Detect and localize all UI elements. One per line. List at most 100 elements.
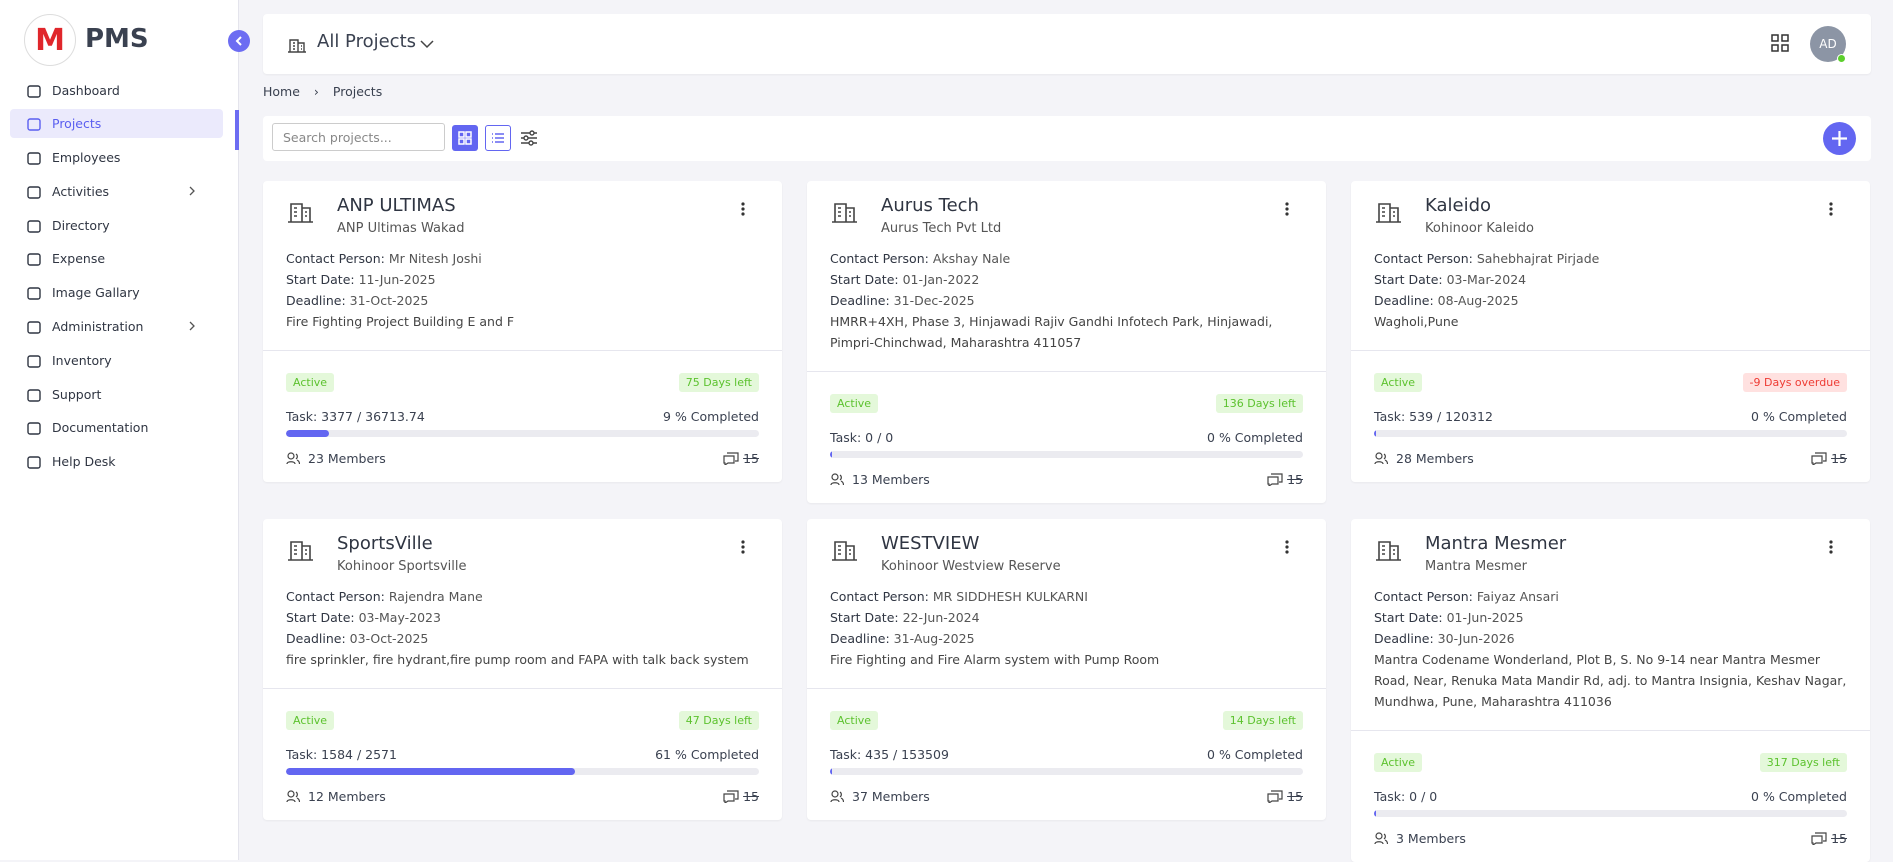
comments[interactable]: 15 xyxy=(1267,472,1303,488)
task-count: Task: 1584 / 2571 xyxy=(286,747,397,762)
detail-line: Contact Person: Rajendra Mane xyxy=(286,586,759,607)
task-count: Task: 0 / 0 xyxy=(1374,789,1438,804)
nav-label: Administration xyxy=(52,319,144,334)
status-badge: Active xyxy=(830,711,879,730)
submenu-chevron xyxy=(171,184,207,199)
nav-item[interactable]: Directory xyxy=(10,211,223,240)
detail-value: Mr Nitesh Joshi xyxy=(388,251,482,266)
members-row: 37 Members 15 xyxy=(830,789,1303,805)
more-menu[interactable] xyxy=(1828,539,1834,558)
members[interactable]: 28 Members xyxy=(1374,451,1474,466)
nav-item[interactable]: Support xyxy=(10,380,223,409)
company-name: Mantra Mesmer xyxy=(1425,559,1527,574)
status-row: Active 47 Days left xyxy=(286,711,759,730)
detail-label: Start Date: xyxy=(830,272,899,287)
project-card: Mantra Mesmer Mantra Mesmer Contact Person… xyxy=(1351,519,1870,862)
task-row: Task: 3377 / 36713.74 9 % Completed xyxy=(286,409,759,424)
detail-value: 03-Mar-2024 xyxy=(1446,272,1527,287)
title-block: WESTVIEW Kohinoor Westview Reserve xyxy=(881,531,1061,574)
project-name[interactable]: Aurus Tech xyxy=(881,195,979,216)
comments[interactable]: 15 xyxy=(1811,831,1847,847)
filter-button[interactable] xyxy=(519,128,539,148)
comments-count: 15 xyxy=(1287,789,1303,804)
members[interactable]: 37 Members xyxy=(830,789,930,804)
detail-line: Contact Person: MR SIDDHESH KULKARNI xyxy=(830,586,1303,607)
nav-label: Dashboard xyxy=(52,83,120,98)
nav-label: Documentation xyxy=(52,420,149,435)
nav-item[interactable]: Employees xyxy=(10,143,223,172)
nav-item[interactable]: Documentation xyxy=(10,413,223,442)
apps-icon[interactable] xyxy=(1771,34,1789,52)
detail-value: 31-Aug-2025 xyxy=(893,631,975,646)
detail-value: 03-May-2023 xyxy=(358,610,441,625)
status-badge: Active xyxy=(1374,373,1423,392)
project-name[interactable]: SportsVille xyxy=(337,533,433,554)
nav-item[interactable]: Administration xyxy=(10,312,223,341)
more-menu[interactable] xyxy=(740,201,746,220)
add-project-button[interactable] xyxy=(1823,122,1856,155)
status-row: Active 317 Days left xyxy=(1374,753,1847,772)
detail-value: MR SIDDHESH KULKARNI xyxy=(932,589,1088,604)
list-view-button[interactable] xyxy=(485,125,511,151)
comments[interactable]: 15 xyxy=(723,451,759,467)
more-menu[interactable] xyxy=(1828,201,1834,220)
detail-label: Start Date: xyxy=(286,610,355,625)
detail-line: Deadline: 31-Dec-2025 xyxy=(830,290,1303,311)
nav-item[interactable]: Image Gallary xyxy=(10,278,223,307)
page-title[interactable]: All Projects xyxy=(317,31,416,52)
submenu-chevron xyxy=(171,319,207,334)
project-icon xyxy=(830,533,860,566)
comments-count: 15 xyxy=(1831,451,1847,466)
more-menu[interactable] xyxy=(740,539,746,558)
detail-line: Contact Person: Mr Nitesh Joshi xyxy=(286,248,759,269)
card-footer: Active -9 Days overdue Task: 539 / 120312 0… xyxy=(1351,351,1870,482)
project-icon xyxy=(1374,195,1404,228)
dropdown-icon[interactable] xyxy=(419,36,435,52)
comments[interactable]: 15 xyxy=(1811,451,1847,467)
detail-label: Contact Person: xyxy=(830,251,929,266)
search-input[interactable]: Search projects... xyxy=(272,123,445,151)
card-header: ANP ULTIMAS ANP Ultimas Wakad xyxy=(286,193,759,236)
progress-track xyxy=(286,768,759,775)
company-name: Kohinoor Westview Reserve xyxy=(881,559,1061,574)
more-menu[interactable] xyxy=(1284,201,1290,220)
nav-item[interactable]: Projects xyxy=(10,109,223,138)
members[interactable]: 12 Members xyxy=(286,789,386,804)
avatar[interactable]: AD xyxy=(1810,26,1846,62)
comments[interactable]: 15 xyxy=(1267,789,1303,805)
project-name[interactable]: ANP ULTIMAS xyxy=(337,195,456,216)
title-block: Kaleido Kohinoor Kaleido xyxy=(1425,193,1534,236)
collapse-button[interactable] xyxy=(228,30,250,52)
grid-view-button[interactable] xyxy=(452,125,478,151)
detail-line: Deadline: 31-Aug-2025 xyxy=(830,628,1303,649)
status-badge: Active xyxy=(1374,753,1423,772)
members-count: 13 Members xyxy=(852,472,930,487)
detail-line: Contact Person: Akshay Nale xyxy=(830,248,1303,269)
nav-item[interactable]: Inventory xyxy=(10,346,223,375)
detail-label: Deadline: xyxy=(286,631,346,646)
task-row: Task: 0 / 0 0 % Completed xyxy=(830,430,1303,445)
members[interactable]: 3 Members xyxy=(1374,831,1466,846)
more-menu[interactable] xyxy=(1284,539,1290,558)
completion: 0 % Completed xyxy=(1207,747,1303,762)
nav-item[interactable]: Activities xyxy=(10,177,223,206)
card-header: Kaleido Kohinoor Kaleido xyxy=(1374,193,1847,236)
company-name: ANP Ultimas Wakad xyxy=(337,221,465,236)
members[interactable]: 13 Members xyxy=(830,472,930,487)
detail-value: 31-Oct-2025 xyxy=(349,293,429,308)
nav-item[interactable]: Help Desk xyxy=(10,447,223,476)
toolbar: Search projects... xyxy=(263,116,1871,161)
members-row: 28 Members 15 xyxy=(1374,451,1847,467)
project-name[interactable]: Mantra Mesmer xyxy=(1425,533,1567,554)
comments[interactable]: 15 xyxy=(723,789,759,805)
progress-track xyxy=(830,768,1303,775)
nav-label: Directory xyxy=(52,218,110,233)
crumb-link[interactable]: Home xyxy=(263,84,300,99)
members[interactable]: 23 Members xyxy=(286,451,386,466)
project-name[interactable]: WESTVIEW xyxy=(881,533,980,554)
nav-item[interactable]: Dashboard xyxy=(10,76,223,105)
status-badge: Active xyxy=(830,394,879,413)
project-name[interactable]: Kaleido xyxy=(1425,195,1492,216)
days-badge: 317 Days left xyxy=(1759,753,1847,772)
nav-item[interactable]: Expense xyxy=(10,244,223,273)
